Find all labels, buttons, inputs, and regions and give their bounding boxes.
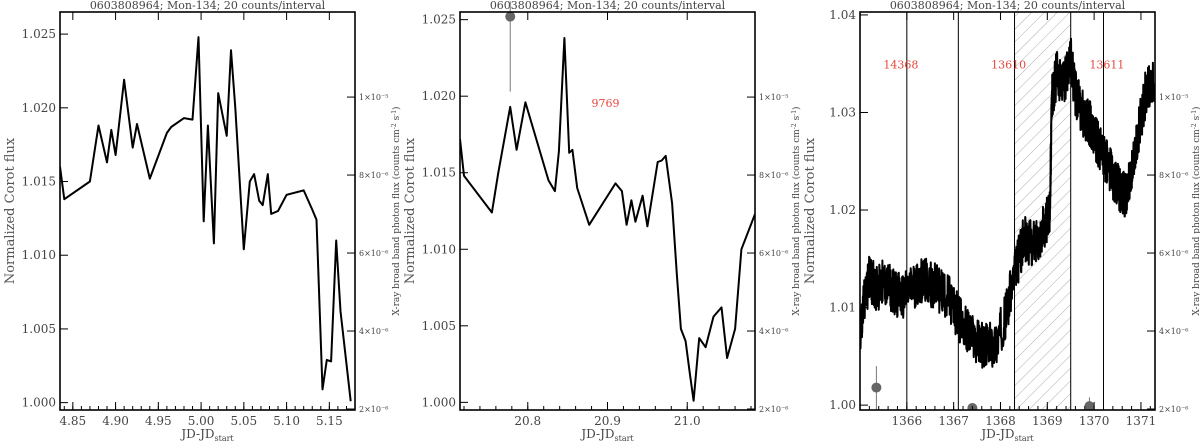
y-right-axis-label: X-ray broad band photon flux (counts cm-… [791,106,802,315]
y-right-label-end: ) [391,106,402,110]
y-right-tick-label: 8×10⁻⁶ [759,171,788,180]
x-tick-label: 1368 [985,414,1016,428]
y-right-label-end: ) [1191,106,1200,110]
plot-frame [59,11,356,411]
y-tick-label: 1.03 [829,105,856,119]
y-tick-label: 1.00 [829,398,856,412]
y-right-tick-label: 2×10⁻⁶ [1159,405,1188,414]
y-tick-label: 1.025 [22,27,56,41]
region-label: 9769 [592,97,620,110]
region-label: 14368 [883,59,918,72]
region-label: 13611 [1089,59,1124,72]
corot-flux-line [460,37,755,402]
y-right-tick-label: 6×10⁻⁶ [359,249,388,258]
x-tick-label: 20.9 [594,414,621,428]
x-tick-label: 1370 [1079,414,1110,428]
xray-flux-point [871,382,882,393]
y-right-tick-label: 6×10⁻⁶ [759,249,788,258]
y-right-tick-label: 4×10⁻⁶ [359,327,388,336]
x-tick-label: 1367 [938,414,969,428]
x-axis-label-sub: start [1015,434,1035,443]
y-right-label-mid: s [792,115,802,123]
y-right-axis-label: X-ray broad band photon flux (counts cm-… [391,106,402,315]
x-axis-label-main: JD-JD [179,427,214,441]
plot-frame [459,11,756,411]
y-tick-label: 1.04 [829,8,856,22]
y-tick-label: 1.010 [22,248,56,262]
y-right-tick-label: 4×10⁻⁶ [1159,327,1188,336]
y-right-label-main: X-ray broad band photon flux (counts cm [791,129,802,316]
plot-frame [859,11,1156,411]
chart-title: 0603808964; Mon-134; 20 counts/interval [490,0,726,12]
y-right-tick-label: 2×10⁻⁶ [759,405,788,414]
y-tick-label: 1.015 [22,175,56,189]
x-tick-label: 5.10 [273,414,300,428]
x-tick-label: 4.85 [59,414,86,428]
y-right-tick-label: 1×10⁻⁵ [1159,93,1188,102]
chart-title: 0603808964; Mon-134; 20 counts/interval [90,0,326,12]
y-tick-label: 1.020 [422,89,456,103]
y-right-tick-label: 8×10⁻⁶ [1159,171,1188,180]
corot-flux-line [60,36,352,402]
y-tick-label: 1.02 [829,203,856,217]
y-right-tick-label: 4×10⁻⁶ [759,327,788,336]
xray-flux-point [505,12,516,22]
corot-flux-line [860,37,1155,369]
x-tick-label: 1369 [1032,414,1063,428]
y-right-label-main: X-ray broad band photon flux (counts cm [391,129,402,316]
y-right-tick-label: 2×10⁻⁶ [359,405,388,414]
y-axis-label: Normalized Corot flux [403,137,418,284]
y-tick-label: 1.000 [22,396,56,410]
y-right-label-main: X-ray broad band photon flux (counts cm [1191,129,1200,316]
x-axis-label: JD-JDstart [179,427,234,443]
x-tick-label: 5.00 [188,414,215,428]
y-right-tick-label: 8×10⁻⁶ [359,171,388,180]
y-right-label-sup: -2 [1191,123,1198,129]
y-tick-label: 1.020 [22,101,56,115]
x-tick-label: 21.0 [674,414,701,428]
chart-panel-3: 0603808964; Mon-134; 20 counts/interval 1… [803,0,1200,443]
y-tick-label: 1.005 [422,319,456,333]
x-tick-label: 5.05 [230,414,257,428]
chart-panel-1: 0603808964; Mon-134; 20 counts/interval 4… [3,0,402,443]
x-tick-label: 1371 [1126,414,1157,428]
x-tick-label: 4.90 [102,414,129,428]
x-tick-label: 1366 [892,414,923,428]
x-axis-label-main: JD-JD [579,427,614,441]
y-tick-label: 1.025 [422,13,456,27]
y-axis-label: Normalized Corot flux [803,137,818,284]
y-axis-label: Normalized Corot flux [3,137,18,284]
chart-panel-2: 0603808964; Mon-134; 20 counts/interval 9… [403,0,802,443]
x-axis-label-sub: start [215,434,235,443]
region-label: 13610 [991,59,1026,72]
y-right-label-mid: s [392,115,402,123]
x-axis-label-main: JD-JD [979,427,1014,441]
x-tick-label: 4.95 [145,414,172,428]
y-tick-label: 1.01 [829,301,856,315]
y-right-label-mid: s [1192,115,1200,123]
y-right-axis-label: X-ray broad band photon flux (counts cm-… [1191,106,1200,315]
y-right-label-sup: -2 [791,123,798,129]
y-right-tick-label: 1×10⁻⁵ [359,93,388,102]
x-axis-label: JD-JDstart [579,427,634,443]
x-tick-label: 20.8 [514,414,541,428]
x-tick-label: 5.15 [316,414,343,428]
y-right-label-sup: -1 [391,110,398,116]
y-tick-label: 1.010 [422,242,456,256]
y-right-label-end: ) [791,106,802,110]
chart-title: 0603808964; Mon-134; 20 counts/interval [890,0,1126,12]
y-tick-label: 1.005 [22,322,56,336]
y-right-label-sup: -1 [791,110,798,116]
xray-flux-point [1084,401,1095,410]
y-tick-label: 1.015 [422,166,456,180]
y-tick-label: 1.000 [422,395,456,409]
y-right-label-sup: -2 [391,123,398,129]
y-right-tick-label: 6×10⁻⁶ [1159,249,1188,258]
y-right-label-sup: -1 [1191,110,1198,116]
x-axis-label-sub: start [615,434,635,443]
y-right-tick-label: 1×10⁻⁵ [759,93,788,102]
x-axis-label: JD-JDstart [979,427,1034,443]
